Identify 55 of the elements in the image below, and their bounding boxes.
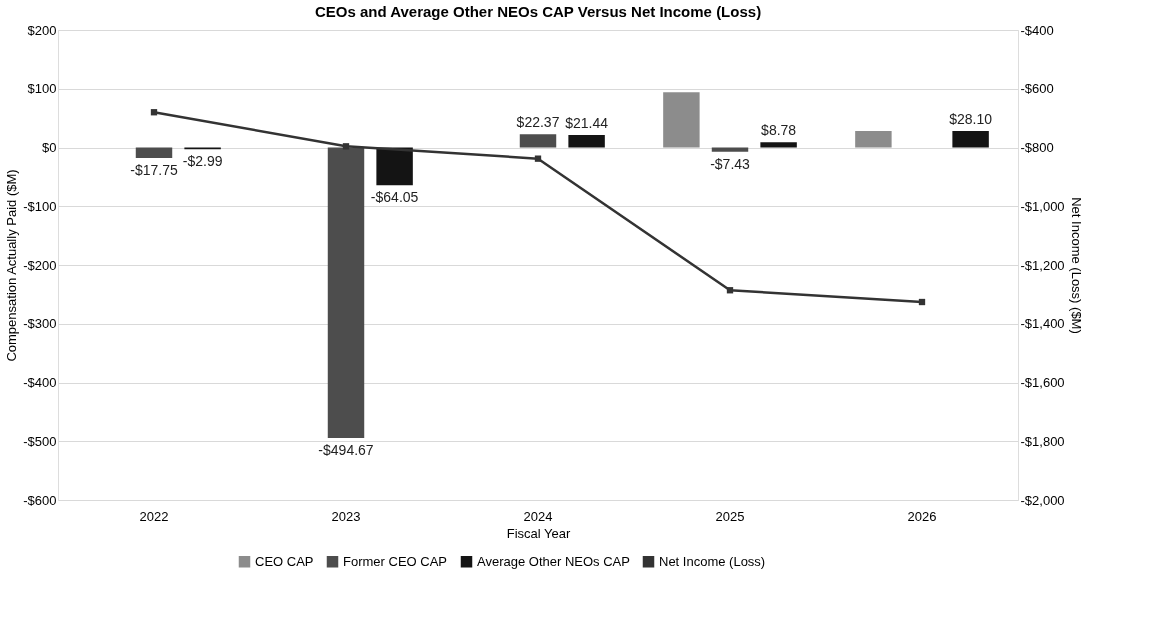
y2-tick-label: -$1,800 [1020,433,1065,449]
x-tick-label: 2022 [139,508,169,524]
x-tick-label: 2024 [523,508,553,524]
y-axis-title: Compensation Actually Paid ($M) [4,169,20,362]
x-tick-label: 2023 [331,508,361,524]
point [918,298,926,306]
data-label: $22.37 [516,114,560,131]
point [726,287,734,294]
chart-title: CEOs and Average Other NEOs CAP Versus Net Income (Loss) [314,3,762,20]
data-label: -$17.75 [130,161,178,178]
y2-tick-label: -$800 [1020,140,1054,155]
y2-tick-label: -$2,000 [1020,492,1065,508]
y2-axis-title: Net Income (Loss) ($M) [1068,197,1084,334]
data-label: $21.44 [565,114,609,131]
bar [519,134,557,148]
bar [952,130,989,148]
y2-tick-label: -$400 [1020,22,1054,38]
legend-label: Former CEO CAP [343,553,448,569]
y2-tick-label: -$600 [1020,81,1054,97]
legend-label: Average Other NEOs CAP [477,553,630,569]
y-tick-label: -$500 [23,433,57,449]
data-label: -$64.05 [370,189,419,206]
bar [663,92,700,148]
x-tick-label: 2025 [715,508,745,524]
bar [327,147,365,439]
legend-label: CEO CAP [255,553,314,569]
y2-tick-label: -$1,000 [1020,198,1065,214]
data-label: -$494.67 [318,442,374,459]
data-label: -$7.43 [710,155,751,172]
data-label: $8.78 [761,122,797,139]
y2-tick-label: -$1,200 [1020,257,1065,273]
y-tick-label: -$300 [23,316,57,332]
y-tick-label: -$100 [23,198,57,214]
point [342,143,350,150]
y-tick-label: -$200 [23,257,57,273]
bar [855,131,892,148]
point [150,109,158,116]
y-tick-label: $100 [27,81,57,97]
legend-label: Net Income (Loss) [659,553,766,569]
y2-tick-label: -$1,400 [1020,316,1065,332]
data-label: $28.10 [949,110,993,127]
bar [760,142,797,148]
data-label: -$2.99 [182,153,223,170]
point [534,155,542,162]
bar [711,147,749,152]
y-tick-label: $200 [27,22,57,38]
x-axis-title: Fiscal Year [506,525,571,541]
y-tick-label: $0 [42,140,57,155]
x-tick-label: 2026 [907,508,937,524]
y-tick-label: -$400 [23,375,57,390]
bar [376,147,413,186]
bar [568,134,605,148]
y-tick-label: -$600 [23,492,57,508]
bar [135,147,173,158]
y2-tick-label: -$1,600 [1020,375,1065,390]
